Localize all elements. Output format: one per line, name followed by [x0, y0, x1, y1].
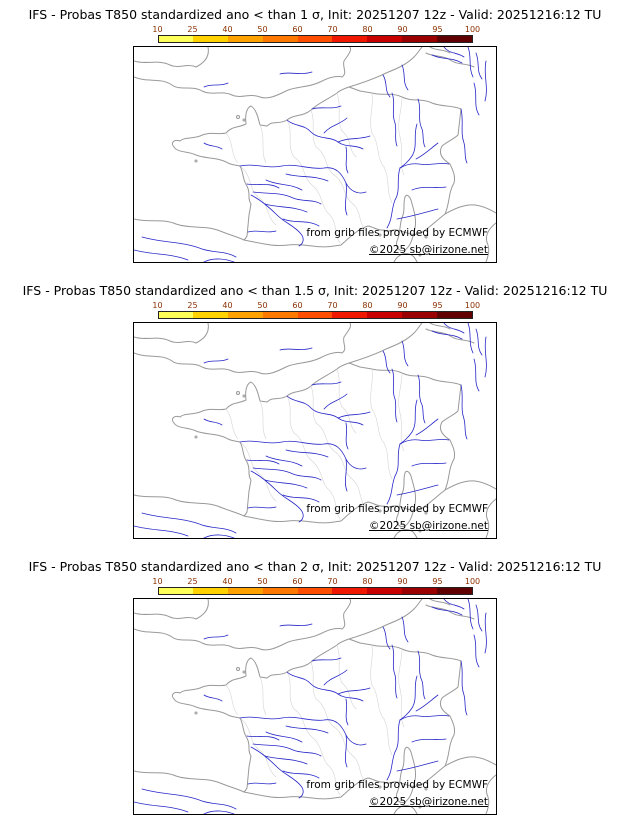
attribution-text: from grib files provided by ECMWF [306, 503, 488, 516]
colorbar-tick: 80 [362, 301, 373, 310]
colorbar-segment [228, 588, 263, 594]
colorbar-tick: 10 [152, 577, 163, 586]
colorbar-tick: 40 [222, 577, 233, 586]
panel-title: IFS - Probas T850 standardized ano < tha… [22, 283, 608, 298]
colorbar-segment [158, 588, 194, 594]
colorbar-tick: 90 [397, 577, 408, 586]
colorbar-tick: 80 [362, 577, 373, 586]
colorbar: 10 25 40 50 60 70 80 90 95 100 [152, 25, 480, 43]
map-attribution: from grib files provided by ECMWF ©2025 … [306, 225, 488, 259]
colorbar-segment [436, 36, 472, 42]
colorbar: 10 25 40 50 60 70 80 90 95 100 [152, 577, 480, 595]
colorbar-segment [228, 36, 263, 42]
colorbar-tick: 100 [464, 301, 481, 310]
colorbar-tick: 40 [222, 25, 233, 34]
colorbar-tick: 60 [292, 25, 303, 34]
colorbar-segment [401, 36, 437, 42]
colorbar-tick: 50 [257, 301, 268, 310]
colorbar-segment [436, 588, 472, 594]
colorbar-tick: 10 [152, 25, 163, 34]
probability-panel-1-5sigma: IFS - Probas T850 standardized ano < tha… [0, 276, 630, 552]
colorbar-tick: 90 [397, 25, 408, 34]
colorbar-segment [297, 36, 333, 42]
colorbar-tick: 10 [152, 301, 163, 310]
map-canvas: from grib files provided by ECMWF ©2025 … [133, 46, 497, 263]
colorbar-ticks: 10 25 40 50 60 70 80 90 95 100 [152, 25, 480, 35]
colorbar-segment [332, 312, 368, 318]
map-canvas: from grib files provided by ECMWF ©2025 … [133, 322, 497, 539]
colorbar-segment [297, 312, 333, 318]
copyright-link[interactable]: ©2025 sb@irizone.net [369, 520, 488, 533]
colorbar-segment [262, 588, 298, 594]
colorbar-bar [157, 587, 473, 595]
colorbar-tick: 50 [257, 25, 268, 34]
colorbar-tick: 60 [292, 301, 303, 310]
colorbar-segment [158, 36, 194, 42]
copyright-link[interactable]: ©2025 sb@irizone.net [369, 244, 488, 257]
colorbar-tick: 25 [187, 301, 198, 310]
colorbar-segment [193, 36, 229, 42]
colorbar-tick: 70 [327, 301, 338, 310]
colorbar-tick: 25 [187, 25, 198, 34]
map-canvas: from grib files provided by ECMWF ©2025 … [133, 598, 497, 815]
probability-panel-2sigma: IFS - Probas T850 standardized ano < tha… [0, 552, 630, 828]
colorbar-tick: 80 [362, 25, 373, 34]
attribution-text: from grib files provided by ECMWF [306, 779, 488, 792]
colorbar-tick: 40 [222, 301, 233, 310]
colorbar-segment [297, 588, 333, 594]
map-attribution: from grib files provided by ECMWF ©2025 … [306, 777, 488, 811]
colorbar-segment [367, 36, 402, 42]
colorbar-segment [228, 312, 263, 318]
colorbar-segment [158, 312, 194, 318]
colorbar-segment [436, 312, 472, 318]
colorbar-tick: 95 [432, 577, 443, 586]
colorbar-segment [262, 36, 298, 42]
colorbar: 10 25 40 50 60 70 80 90 95 100 [152, 301, 480, 319]
colorbar-segment [262, 312, 298, 318]
map-attribution: from grib files provided by ECMWF ©2025 … [306, 501, 488, 535]
colorbar-segment [193, 588, 229, 594]
attribution-text: from grib files provided by ECMWF [306, 227, 488, 240]
colorbar-bar [157, 311, 473, 319]
colorbar-bar [157, 35, 473, 43]
panel-title: IFS - Probas T850 standardized ano < tha… [28, 7, 602, 22]
colorbar-tick: 25 [187, 577, 198, 586]
colorbar-segment [193, 312, 229, 318]
colorbar-segment [332, 588, 368, 594]
probability-panel-1sigma: IFS - Probas T850 standardized ano < tha… [0, 0, 630, 276]
copyright-link[interactable]: ©2025 sb@irizone.net [369, 796, 488, 809]
colorbar-tick: 100 [464, 577, 481, 586]
colorbar-tick: 70 [327, 25, 338, 34]
colorbar-tick: 95 [432, 25, 443, 34]
colorbar-segment [332, 36, 368, 42]
colorbar-segment [401, 312, 437, 318]
colorbar-segment [401, 588, 437, 594]
colorbar-tick: 70 [327, 577, 338, 586]
panel-title: IFS - Probas T850 standardized ano < tha… [28, 559, 602, 574]
colorbar-ticks: 10 25 40 50 60 70 80 90 95 100 [152, 301, 480, 311]
colorbar-tick: 90 [397, 301, 408, 310]
colorbar-segment [367, 588, 402, 594]
colorbar-tick: 100 [464, 25, 481, 34]
colorbar-tick: 50 [257, 577, 268, 586]
colorbar-tick: 95 [432, 301, 443, 310]
colorbar-tick: 60 [292, 577, 303, 586]
colorbar-ticks: 10 25 40 50 60 70 80 90 95 100 [152, 577, 480, 587]
colorbar-segment [367, 312, 402, 318]
